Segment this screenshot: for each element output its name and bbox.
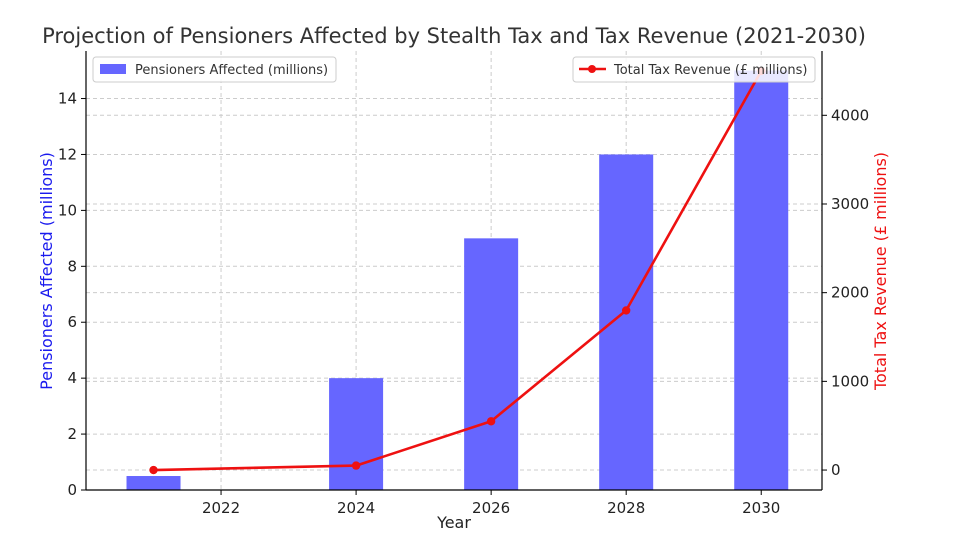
x-tick-label: 2028 [607, 499, 645, 517]
legend-right: Total Tax Revenue (£ millions) [572, 56, 816, 83]
y-right-tick-label: 2000 [831, 284, 869, 302]
y-right-tick-label: 0 [831, 461, 841, 479]
revenue-line [149, 66, 766, 475]
y-right-tick-label: 4000 [831, 106, 869, 124]
y-axis-right-label: Total Tax Revenue (£ millions) [871, 152, 890, 391]
x-tick-label: 2026 [472, 499, 510, 517]
bar [329, 378, 384, 490]
y-left-tick-label: 8 [67, 257, 77, 275]
bar [599, 154, 654, 490]
y-left-tick-label: 6 [67, 313, 77, 331]
legend-bar-swatch [100, 64, 126, 74]
legend-left-box [92, 56, 337, 83]
x-axis-label: Year [436, 513, 471, 532]
y-right-tick-label: 3000 [831, 195, 869, 213]
bar [734, 70, 789, 491]
revenue-point [149, 465, 158, 475]
x-tick-label: 2030 [742, 499, 780, 517]
y-axis-left-label: Pensioners Affected (millions) [37, 152, 56, 390]
legend-right-box [572, 56, 816, 83]
bars [126, 70, 789, 491]
legend-bar-label: Pensioners Affected (millions) [135, 63, 328, 78]
revenue-point [621, 306, 631, 315]
x-tick-label: 2024 [337, 499, 375, 517]
axes [81, 51, 827, 495]
y-left-tick-label: 12 [58, 145, 77, 163]
y-left-tick-label: 4 [67, 369, 77, 387]
chart-title: Projection of Pensioners Affected by Ste… [42, 24, 866, 48]
revenue-point [351, 461, 361, 470]
y-left-tick-label: 10 [58, 201, 77, 219]
grid [86, 51, 822, 491]
bar [464, 238, 519, 490]
bar [126, 476, 181, 490]
revenue-point [486, 417, 496, 426]
tick-labels: 2022 2024 2026 2028 2030 0 2 4 6 8 10 12 14 0 1000 2000… [58, 90, 869, 517]
legend-line-label: Total Tax Revenue (£ millions) [613, 63, 807, 78]
legend-line-marker [588, 65, 596, 73]
revenue-polyline [153, 70, 763, 472]
legend-left: Pensioners Affected (millions) [92, 56, 337, 83]
y-left-tick-label: 0 [67, 481, 77, 499]
y-left-tick-label: 2 [67, 425, 77, 443]
x-tick-label: 2022 [202, 499, 240, 517]
y-right-tick-label: 1000 [831, 372, 869, 390]
y-left-tick-label: 14 [58, 90, 77, 108]
